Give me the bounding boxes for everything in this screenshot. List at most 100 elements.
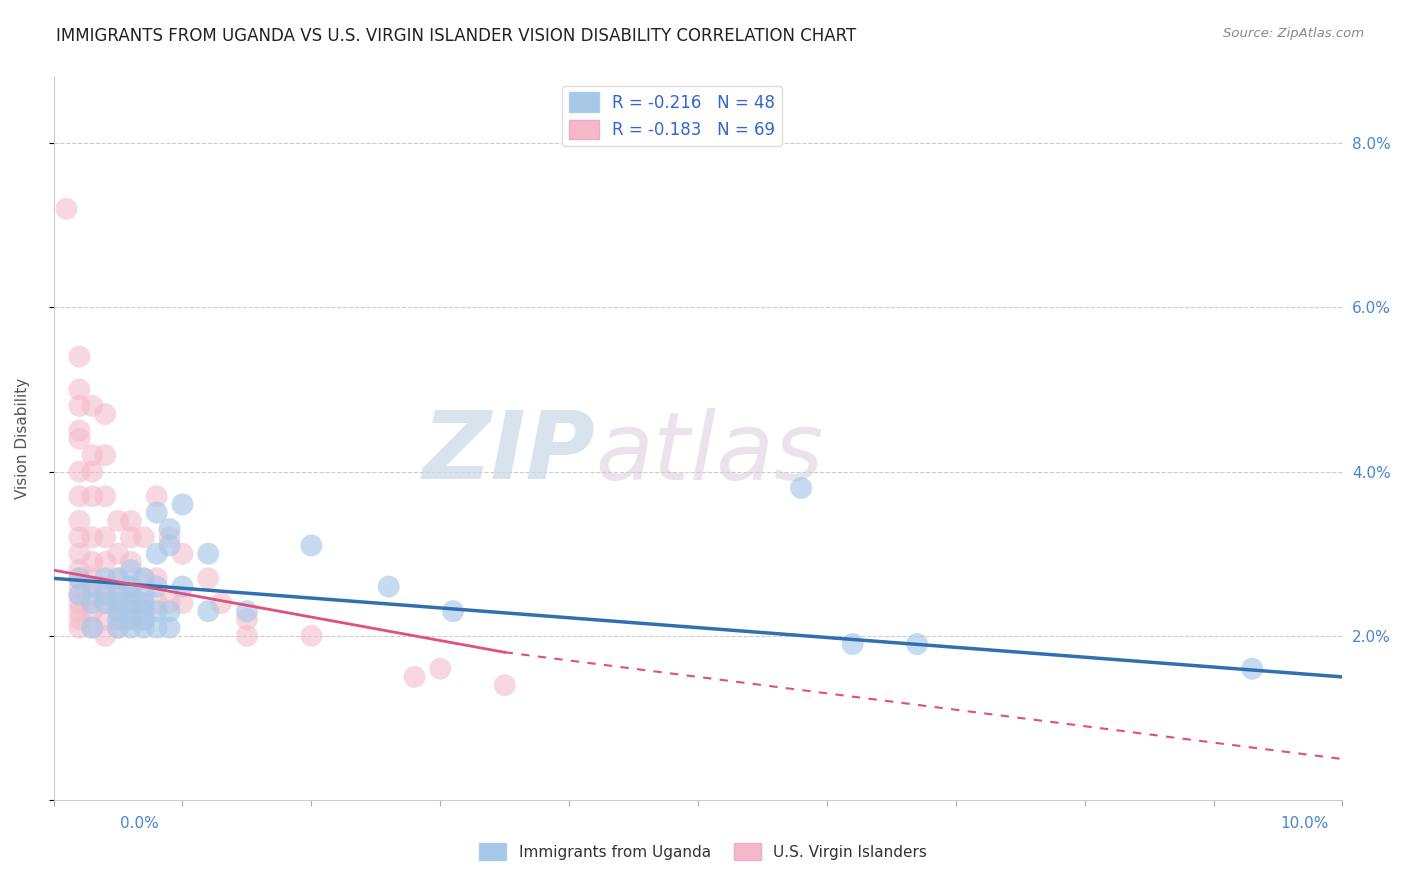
Point (132, 530, 155, 544)
Point (159, 539, 181, 553)
Text: atlas: atlas (595, 408, 823, 499)
Point (172, 547, 194, 561)
Point (107, 612, 129, 626)
Point (159, 522, 181, 536)
Point (120, 612, 142, 626)
Point (82, 530, 104, 544)
Point (67, 580, 90, 594)
Point (67, 571, 90, 585)
Point (67, 604, 90, 618)
Point (132, 612, 155, 626)
Point (209, 596, 232, 610)
Point (94, 588, 117, 602)
Point (299, 629, 322, 643)
Point (107, 588, 129, 602)
Point (494, 678, 516, 692)
Point (145, 604, 167, 618)
Point (82, 604, 104, 618)
Point (107, 514, 129, 528)
Point (107, 604, 129, 618)
Point (94, 448, 117, 462)
Point (94, 530, 117, 544)
Point (132, 612, 155, 626)
Point (94, 596, 117, 610)
Point (120, 580, 142, 594)
Point (67, 588, 90, 602)
Point (145, 547, 167, 561)
Text: 0.0%: 0.0% (120, 816, 159, 831)
Point (67, 588, 90, 602)
Point (120, 588, 142, 602)
Point (120, 563, 142, 577)
Point (172, 580, 194, 594)
Point (429, 662, 451, 676)
Text: Source: ZipAtlas.com: Source: ZipAtlas.com (1223, 27, 1364, 40)
Point (82, 588, 104, 602)
Point (132, 571, 155, 585)
Point (841, 637, 863, 651)
Point (107, 596, 129, 610)
Point (82, 580, 104, 594)
Point (82, 621, 104, 635)
Text: ZIP: ZIP (422, 408, 595, 500)
Point (790, 481, 813, 495)
Point (197, 604, 219, 618)
Point (67, 530, 90, 544)
Point (132, 588, 155, 602)
Point (107, 547, 129, 561)
Point (120, 580, 142, 594)
Point (55, 202, 77, 216)
Point (905, 637, 928, 651)
Point (145, 621, 167, 635)
Point (159, 604, 181, 618)
Point (94, 489, 117, 503)
Text: 10.0%: 10.0% (1281, 816, 1329, 831)
Point (67, 621, 90, 635)
Point (82, 448, 104, 462)
Point (67, 350, 90, 364)
Point (67, 489, 90, 503)
Point (159, 621, 181, 635)
Point (107, 571, 129, 585)
Point (67, 514, 90, 528)
Point (132, 596, 155, 610)
Point (299, 539, 322, 553)
Point (120, 555, 142, 569)
Point (120, 604, 142, 618)
Point (82, 555, 104, 569)
Point (94, 571, 117, 585)
Point (120, 596, 142, 610)
Point (145, 580, 167, 594)
Point (107, 571, 129, 585)
Point (94, 596, 117, 610)
Point (441, 604, 464, 618)
Point (377, 580, 399, 594)
Point (82, 465, 104, 479)
Point (145, 571, 167, 585)
Point (67, 547, 90, 561)
Point (67, 432, 90, 446)
Point (94, 612, 117, 626)
Point (159, 530, 181, 544)
Point (132, 604, 155, 618)
Point (236, 604, 259, 618)
Point (145, 596, 167, 610)
Point (120, 596, 142, 610)
Point (107, 621, 129, 635)
Legend: Immigrants from Uganda, U.S. Virgin Islanders: Immigrants from Uganda, U.S. Virgin Isla… (472, 837, 934, 866)
Point (107, 588, 129, 602)
Point (67, 399, 90, 413)
Point (67, 612, 90, 626)
Point (404, 670, 426, 684)
Point (172, 596, 194, 610)
Point (67, 383, 90, 397)
Point (67, 465, 90, 479)
Text: IMMIGRANTS FROM UGANDA VS U.S. VIRGIN ISLANDER VISION DISABILITY CORRELATION CHA: IMMIGRANTS FROM UGANDA VS U.S. VIRGIN IS… (56, 27, 856, 45)
Point (1241, 662, 1264, 676)
Point (82, 596, 104, 610)
Point (236, 629, 259, 643)
Point (82, 571, 104, 585)
Point (120, 530, 142, 544)
Point (82, 489, 104, 503)
Point (107, 604, 129, 618)
